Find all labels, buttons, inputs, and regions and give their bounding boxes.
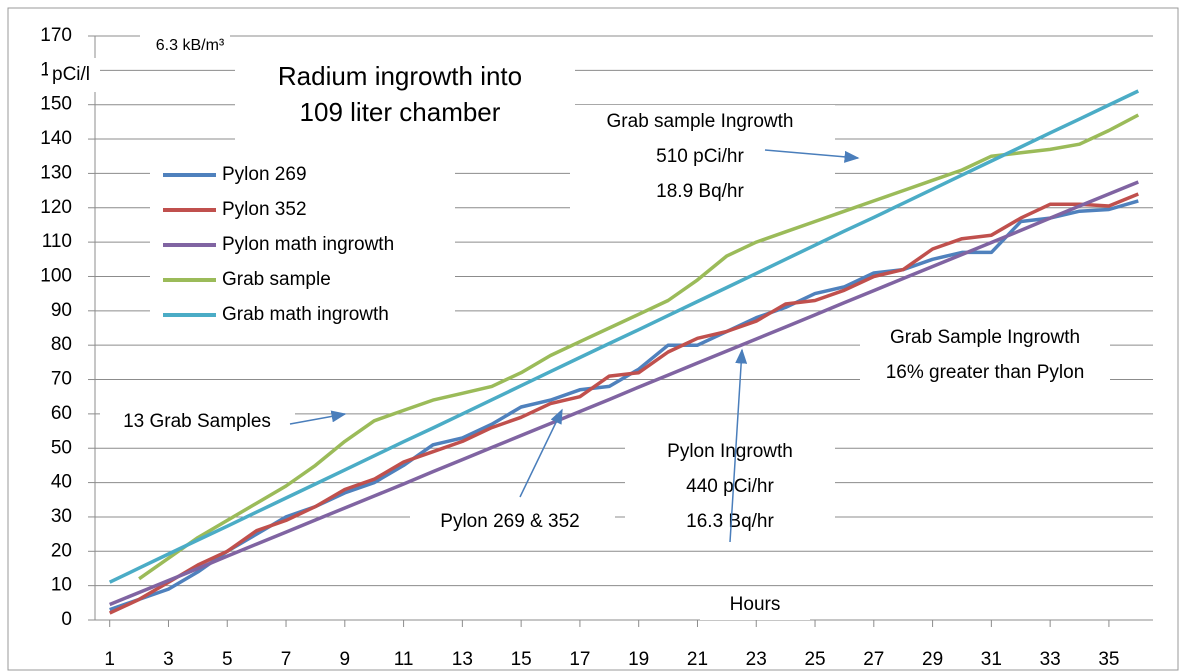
- legend-label: Grab math ingrowth: [222, 304, 389, 325]
- annotation: 440 pCi/hr: [686, 476, 774, 497]
- x-tick-label: 29: [922, 649, 943, 670]
- legend-label: Grab sample: [222, 269, 331, 290]
- y-tick-label: 60: [51, 403, 72, 424]
- x-tick-label: 17: [569, 649, 590, 670]
- x-tick-label: 7: [281, 649, 292, 670]
- annotation: 18.9 Bq/hr: [656, 181, 744, 202]
- y-tick-label: 170: [40, 25, 72, 46]
- x-tick-label: 35: [1098, 649, 1119, 670]
- y-tick-label: 120: [40, 197, 72, 218]
- x-tick-label: 15: [511, 649, 532, 670]
- x-tick-label: 31: [981, 649, 1002, 670]
- arrow: [764, 149, 860, 163]
- legend-label: Pylon 269: [222, 164, 307, 185]
- annotation: Pylon Ingrowth: [667, 441, 793, 462]
- y-tick-label: 150: [40, 94, 72, 115]
- y-tick-label: 50: [51, 437, 72, 458]
- annotation: 6.3 kB/m³: [156, 37, 225, 54]
- label-background: [410, 506, 615, 538]
- legend-label: Pylon 352: [222, 199, 307, 220]
- x-tick-label: 21: [687, 649, 708, 670]
- label-background: [700, 590, 810, 620]
- y-tick-label: 0: [61, 609, 72, 630]
- label-background: [570, 105, 835, 210]
- series-line: [108, 192, 1139, 615]
- label-background: [100, 406, 295, 438]
- annotation: 13 Grab Samples: [123, 411, 271, 432]
- label-background: [235, 55, 575, 155]
- x-tick-label: 9: [340, 649, 351, 670]
- label-background: [150, 160, 455, 335]
- y-tick-label: 130: [40, 162, 72, 183]
- y-tick-label: 70: [51, 369, 72, 390]
- annotation: Grab sample Ingrowth: [607, 111, 794, 132]
- x-tick-label: 25: [804, 649, 825, 670]
- arrow: [519, 408, 563, 498]
- arrow: [729, 348, 748, 543]
- series-line: [109, 180, 1139, 607]
- y-tick-label: 140: [40, 128, 72, 149]
- series-line: [108, 89, 1140, 584]
- y-tick-label: 100: [40, 265, 72, 286]
- y-axis-label: pCi/l: [52, 64, 90, 85]
- label-background: [48, 58, 100, 92]
- label-background: [625, 434, 835, 542]
- x-tick-label: 27: [863, 649, 884, 670]
- annotation: Pylon 269 & 352: [440, 511, 579, 532]
- x-tick-label: 1: [104, 649, 115, 670]
- annotation: 510 pCi/hr: [656, 146, 744, 167]
- x-tick-label: 19: [628, 649, 649, 670]
- chart-title: 109 liter chamber: [300, 97, 501, 127]
- x-axis-label: Hours: [730, 594, 781, 615]
- x-tick-label: 5: [222, 649, 233, 670]
- y-tick-label: 20: [51, 540, 72, 561]
- y-tick-label: 10: [51, 575, 72, 596]
- y-tick-label: 30: [51, 506, 72, 527]
- label-background: [140, 28, 230, 64]
- annotation: Grab Sample Ingrowth: [890, 327, 1080, 348]
- x-tick-label: 33: [1040, 649, 1061, 670]
- series-line: [138, 113, 1140, 581]
- x-tick-label: 13: [452, 649, 473, 670]
- annotation: 16.3 Bq/hr: [686, 511, 774, 532]
- annotation: 16% greater than Pylon: [886, 362, 1085, 383]
- y-tick-label: 110: [42, 231, 72, 252]
- y-tick-label: 90: [51, 300, 72, 321]
- chart-title: Radium ingrowth into: [278, 61, 522, 91]
- arrow: [289, 410, 347, 425]
- label-background: [860, 320, 1110, 392]
- y-tick-label: 40: [51, 472, 72, 493]
- x-tick-label: 23: [746, 649, 767, 670]
- x-tick-label: 11: [394, 649, 414, 670]
- x-tick-label: 3: [163, 649, 174, 670]
- y-tick-label: 80: [51, 334, 72, 355]
- legend-label: Pylon math ingrowth: [222, 234, 394, 255]
